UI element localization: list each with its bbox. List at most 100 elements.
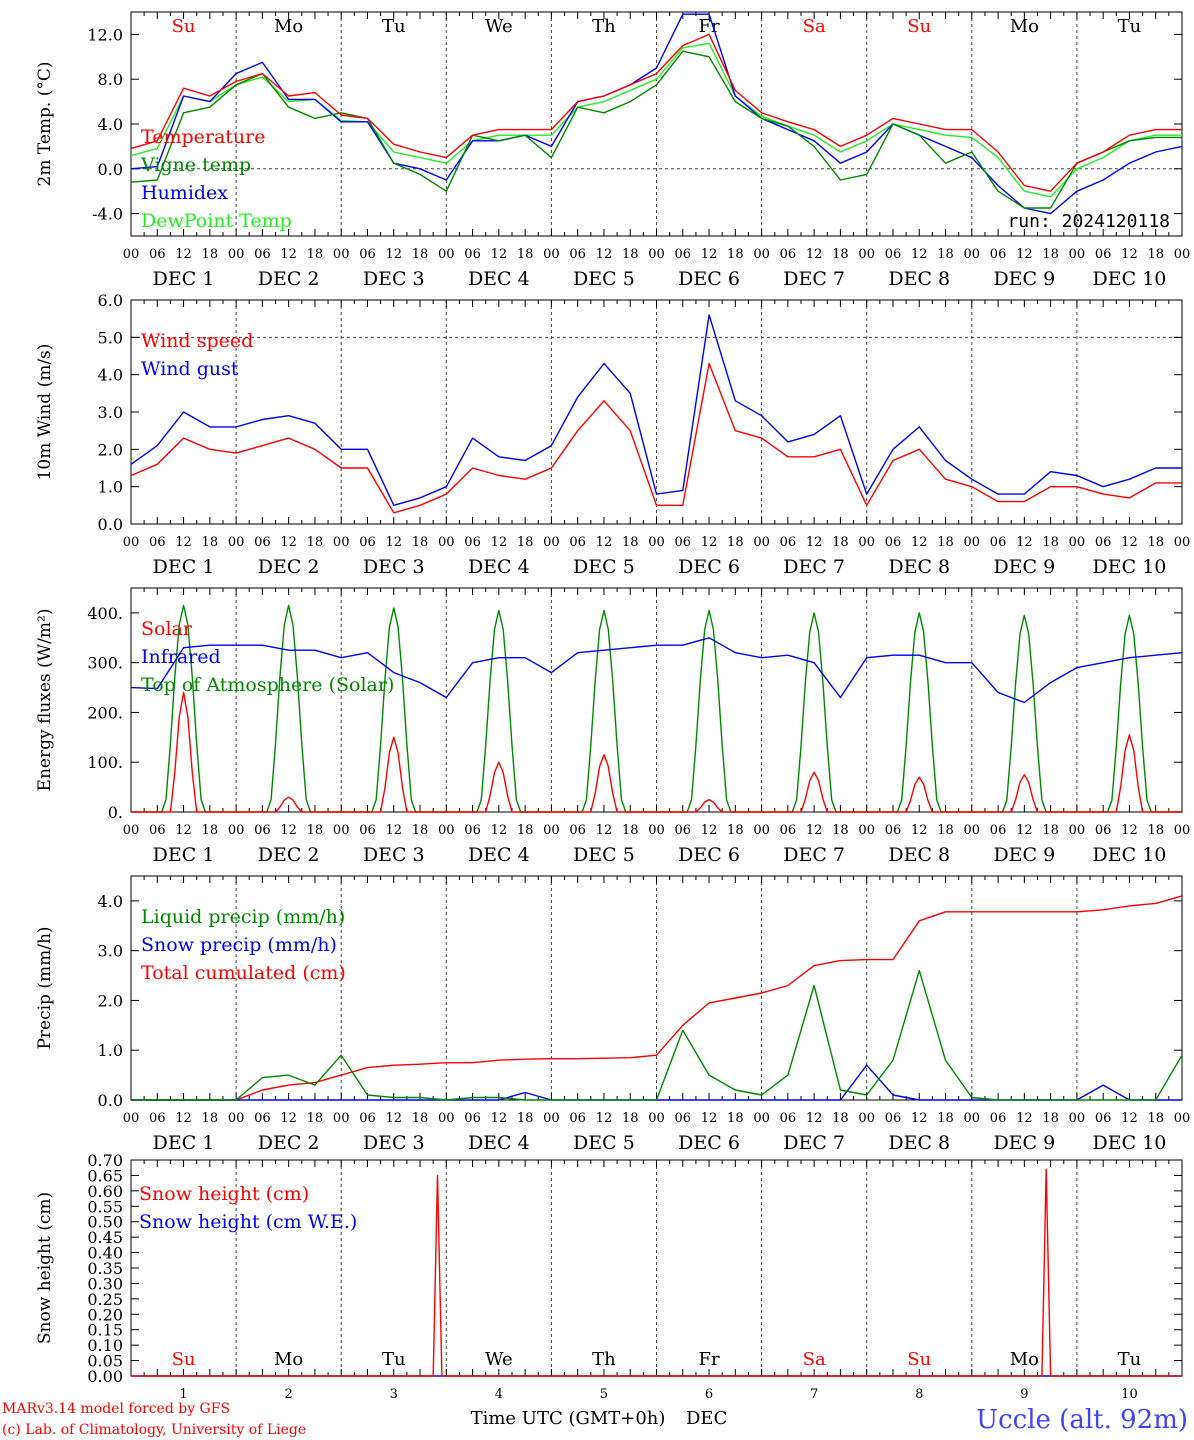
x-hour-label: 18 bbox=[622, 247, 639, 262]
x-day-number: 4 bbox=[495, 1387, 503, 1402]
x-hour-label: 06 bbox=[464, 1111, 481, 1126]
weekday-label: Mo bbox=[274, 16, 303, 37]
x-hour-label: 18 bbox=[307, 535, 324, 550]
x-axis-title: Time UTC (GMT+0h) bbox=[471, 1408, 666, 1429]
y-tick-label: 0.45 bbox=[87, 1228, 123, 1247]
x-hour-label: 18 bbox=[1042, 247, 1059, 262]
x-date-label: DEC 2 bbox=[258, 268, 320, 290]
credit-line-2: (c) Lab. of Climatology, University of L… bbox=[2, 1422, 306, 1438]
x-hour-label: 18 bbox=[832, 823, 849, 838]
x-hour-label: 06 bbox=[780, 247, 797, 262]
x-hour-label: 06 bbox=[675, 823, 692, 838]
x-hour-label: 06 bbox=[780, 823, 797, 838]
x-day-number: 3 bbox=[390, 1387, 398, 1402]
x-hour-label: 18 bbox=[412, 535, 429, 550]
x-hour-label: 00 bbox=[333, 247, 350, 262]
x-hour-label: 06 bbox=[990, 1111, 1007, 1126]
x-hour-label: 00 bbox=[753, 823, 770, 838]
weekday-label: Tu bbox=[1118, 16, 1142, 37]
x-hour-label: 12 bbox=[491, 247, 508, 262]
x-date-label: DEC 1 bbox=[153, 268, 215, 290]
x-hour-label: 12 bbox=[280, 535, 297, 550]
x-hour-label: 18 bbox=[622, 823, 639, 838]
x-hour-label: 06 bbox=[1095, 823, 1112, 838]
y-tick-label: 4.0 bbox=[98, 892, 123, 911]
x-hour-label: 18 bbox=[832, 1111, 849, 1126]
station-name: Uccle (alt. 92m) bbox=[976, 1405, 1188, 1435]
x-date-label: DEC 1 bbox=[153, 556, 215, 578]
series-line-wind-speed bbox=[130, 362, 1182, 514]
legend-entry: Vigne temp bbox=[140, 154, 251, 176]
x-hour-label: 12 bbox=[911, 1111, 928, 1126]
legend-entry: Snow height (cm W.E.) bbox=[139, 1211, 357, 1233]
y-tick-label: 0.10 bbox=[87, 1336, 123, 1355]
x-date-label: DEC 10 bbox=[1093, 1132, 1167, 1154]
y-tick-label: -4.0 bbox=[92, 205, 123, 224]
x-hour-label: 00 bbox=[648, 247, 665, 262]
y-tick-label: 0.70 bbox=[87, 1151, 123, 1170]
x-date-label: DEC 10 bbox=[1093, 268, 1167, 290]
y-tick-label: 0.40 bbox=[87, 1244, 123, 1263]
x-hour-label: 00 bbox=[753, 535, 770, 550]
plot-frame bbox=[130, 299, 1183, 525]
x-hour-label: 18 bbox=[1147, 247, 1164, 262]
x-hour-label: 12 bbox=[1016, 535, 1033, 550]
x-hour-label: 06 bbox=[359, 823, 376, 838]
x-hour-label: 06 bbox=[675, 1111, 692, 1126]
x-hour-label: 06 bbox=[149, 535, 166, 550]
legend-entry: Wind speed bbox=[141, 330, 253, 352]
chart-panel-1: -4.0 0.0 4.0 8.0 12.0 2m Temp. (°C) 00 06 12 18 00… bbox=[35, 11, 1190, 290]
x-hour-label: 12 bbox=[911, 535, 928, 550]
x-hour-label: 00 bbox=[1174, 1111, 1191, 1126]
x-hour-label: 00 bbox=[228, 247, 245, 262]
x-date-label: DEC 5 bbox=[573, 844, 635, 866]
series-line-infrared bbox=[130, 637, 1183, 704]
x-hour-label: 00 bbox=[543, 247, 560, 262]
x-hour-label: 06 bbox=[464, 535, 481, 550]
x-date-label: DEC 5 bbox=[573, 556, 635, 578]
y-tick-label: 3.0 bbox=[98, 403, 123, 422]
x-date-label: DEC 1 bbox=[153, 844, 215, 866]
x-hour-label: 06 bbox=[1095, 247, 1112, 262]
y-tick-label: 0.0 bbox=[98, 515, 123, 534]
series-line-total-cumulated-cm bbox=[131, 895, 1183, 1101]
x-hour-label: 18 bbox=[517, 247, 534, 262]
legend-entry: Wind gust bbox=[141, 358, 239, 380]
x-date-label: DEC 9 bbox=[993, 268, 1055, 290]
weekday-label: Mo bbox=[274, 1349, 303, 1370]
x-hour-label: 06 bbox=[569, 823, 586, 838]
series-line-temperature bbox=[130, 33, 1182, 192]
y-tick-label: 0.15 bbox=[87, 1321, 123, 1340]
x-hour-label: 00 bbox=[964, 535, 981, 550]
x-hour-label: 00 bbox=[228, 1111, 245, 1126]
x-hour-label: 18 bbox=[832, 535, 849, 550]
legend-entry: Solar bbox=[141, 618, 193, 640]
x-hour-label: 00 bbox=[1069, 1111, 1086, 1126]
legend-entry: Snow precip (mm/h) bbox=[141, 934, 337, 956]
series-line-vigne-temp bbox=[130, 50, 1182, 209]
x-hour-label: 06 bbox=[885, 1111, 902, 1126]
x-hour-label: 12 bbox=[491, 823, 508, 838]
x-hour-label: 18 bbox=[517, 535, 534, 550]
x-hour-label: 00 bbox=[123, 247, 140, 262]
x-hour-label: 18 bbox=[202, 247, 219, 262]
plot-frame bbox=[130, 11, 1183, 237]
x-hour-label: 00 bbox=[858, 247, 875, 262]
x-hour-label: 18 bbox=[727, 247, 744, 262]
x-hour-label: 18 bbox=[307, 247, 324, 262]
x-day-number: 2 bbox=[285, 1387, 293, 1402]
x-hour-label: 06 bbox=[675, 535, 692, 550]
x-hour-label: 06 bbox=[990, 247, 1007, 262]
x-hour-label: 12 bbox=[1121, 247, 1138, 262]
weekday-label: Sa bbox=[803, 1349, 826, 1370]
y-tick-label: 3.0 bbox=[98, 942, 123, 961]
x-date-label: DEC 4 bbox=[468, 844, 530, 866]
x-hour-label: 12 bbox=[175, 1111, 192, 1126]
x-hour-label: 12 bbox=[596, 535, 613, 550]
x-hour-label: 12 bbox=[385, 247, 402, 262]
y-tick-label: 0.00 bbox=[87, 1367, 123, 1386]
legend-entry: Liquid precip (mm/h) bbox=[141, 906, 345, 928]
x-date-label: DEC 7 bbox=[783, 268, 845, 290]
x-hour-label: 18 bbox=[1147, 823, 1164, 838]
x-hour-label: 18 bbox=[937, 535, 954, 550]
